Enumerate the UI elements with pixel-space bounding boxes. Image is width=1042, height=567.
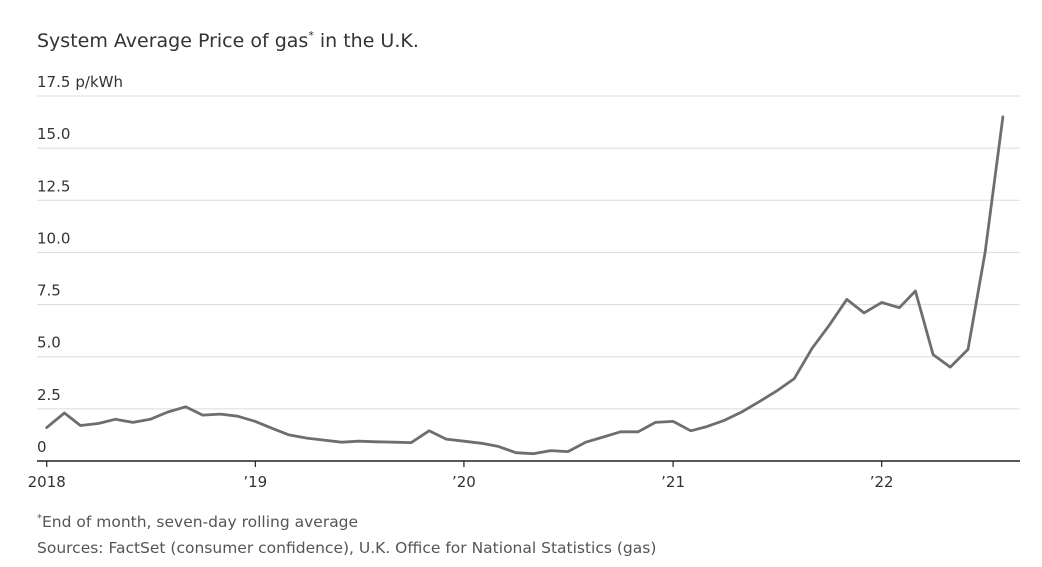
data-point xyxy=(321,438,326,443)
x-tick-label: ’22 xyxy=(870,473,894,491)
data-point xyxy=(965,347,970,352)
data-point xyxy=(653,420,658,425)
data-point xyxy=(374,439,379,444)
x-tick-label: 2018 xyxy=(28,473,66,491)
data-point xyxy=(339,440,344,445)
data-point xyxy=(809,346,814,351)
footnote-text: End of month, seven-day rolling average xyxy=(42,513,359,531)
sources-note: Sources: FactSet (consumer confidence), … xyxy=(37,539,657,557)
data-point xyxy=(304,436,309,441)
data-point xyxy=(757,399,762,404)
data-point xyxy=(113,417,118,422)
y-axis-tick-labels: 0 2.5 5.0 7.5 10.0 12.5 15.0 17.5 p/kWh xyxy=(37,73,123,456)
data-point xyxy=(235,414,240,419)
footnote-marker: * xyxy=(37,513,42,524)
data-point xyxy=(879,300,884,305)
data-point xyxy=(531,451,536,456)
y-tick-label: 17.5 p/kWh xyxy=(37,73,123,91)
data-point xyxy=(513,450,518,455)
y-tick-label: 15.0 xyxy=(37,125,70,143)
data-point xyxy=(913,289,918,294)
data-point xyxy=(722,418,727,423)
data-point xyxy=(409,440,414,445)
data-point xyxy=(444,437,449,442)
data-point xyxy=(496,444,501,449)
data-point xyxy=(636,429,641,434)
data-point xyxy=(1000,114,1005,119)
data-point xyxy=(148,417,153,422)
footnote: *End of month, seven-day rolling average xyxy=(37,513,358,531)
data-point xyxy=(844,297,849,302)
data-point xyxy=(548,448,553,453)
data-point xyxy=(565,449,570,454)
series-line xyxy=(45,115,1005,456)
data-point xyxy=(739,409,744,414)
y-tick-label: 2.5 xyxy=(37,386,61,404)
data-point xyxy=(78,423,83,428)
data-point xyxy=(356,439,361,444)
data-point xyxy=(461,439,466,444)
data-point xyxy=(983,250,988,255)
data-point xyxy=(948,365,953,370)
data-point xyxy=(392,440,397,445)
x-tick-label: ’20 xyxy=(452,473,476,491)
y-tick-label: 7.5 xyxy=(37,282,61,300)
chart-title: System Average Price of gas* in the U.K. xyxy=(37,29,419,52)
data-point xyxy=(601,435,606,440)
data-point xyxy=(688,428,693,433)
data-point xyxy=(671,419,676,424)
y-tick-label: 12.5 xyxy=(37,177,70,195)
data-point xyxy=(183,404,188,409)
y-tick-label: 0 xyxy=(37,438,47,456)
chart-title-marker: * xyxy=(308,29,314,42)
chart-title-suffix: in the U.K. xyxy=(313,30,419,52)
data-point xyxy=(479,441,484,446)
data-point xyxy=(931,352,936,357)
data-point xyxy=(165,409,170,414)
data-point xyxy=(96,421,101,426)
data-point xyxy=(271,426,276,431)
data-point xyxy=(774,389,779,394)
data-point xyxy=(131,420,136,425)
x-tick-label: ’21 xyxy=(661,473,685,491)
data-point xyxy=(287,432,292,437)
data-point xyxy=(897,305,902,310)
data-point xyxy=(583,440,588,445)
chart-title-text: System Average Price of gas xyxy=(37,30,309,52)
data-point xyxy=(827,323,832,328)
gridlines xyxy=(37,95,1020,410)
data-point xyxy=(792,376,797,381)
data-point xyxy=(427,428,432,433)
data-point xyxy=(861,310,866,315)
data-point xyxy=(200,413,205,418)
y-axis-unit: p/kWh xyxy=(75,73,123,91)
y-tick-label: 5.0 xyxy=(37,334,61,352)
data-point xyxy=(704,424,709,429)
data-point xyxy=(218,412,223,417)
data-point xyxy=(618,429,623,434)
data-point xyxy=(253,419,258,424)
x-tick-label: ’19 xyxy=(243,473,267,491)
x-axis: 2018 ’19 ’20 ’21 ’22 xyxy=(28,460,1020,491)
series-layer xyxy=(44,114,1005,456)
data-point xyxy=(44,425,49,430)
data-point xyxy=(62,411,67,416)
y-tick-label: 10.0 xyxy=(37,229,70,247)
